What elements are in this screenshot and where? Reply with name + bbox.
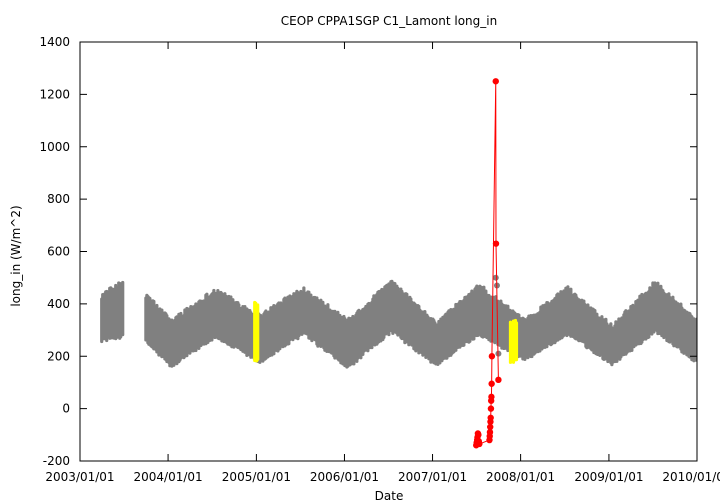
y-tick-label: 0 [62, 402, 70, 416]
series-2-point [492, 240, 500, 247]
x-tick-label: 2005/01/01 [222, 470, 291, 484]
y-axis-label: long_in (W/m^2) [9, 205, 23, 306]
x-tick-label: 2003/01/01 [45, 470, 114, 484]
series-2-point [487, 405, 495, 412]
y-tick-label: 600 [47, 245, 70, 259]
series-2-point [487, 423, 494, 431]
x-tick-label: 2006/01/01 [310, 470, 379, 484]
x-tick-label: 2009/01/01 [574, 470, 643, 484]
x-axis-label: Date [375, 489, 404, 503]
series-0-point [469, 327, 476, 334]
y-tick-label: 800 [47, 192, 70, 206]
y-tick-label: 1200 [39, 87, 70, 101]
plot-frame [79, 41, 698, 462]
series-2-point [488, 353, 496, 360]
x-tick-label: 2004/01/01 [133, 470, 202, 484]
x-tick-label: 2007/01/01 [398, 470, 467, 484]
series-2-point [488, 380, 495, 387]
series-0-point [492, 274, 499, 281]
y-tick-label: -200 [43, 454, 70, 468]
series-2-point [486, 428, 494, 436]
series-2-point [495, 376, 502, 384]
series-2-point [475, 431, 482, 439]
series-2-line [475, 81, 499, 446]
axis-ticks: 2003/01/01 2004/01/01 2005/01/01 2006/01/01… [39, 35, 720, 484]
x-tick-label: 2008/01/01 [486, 470, 555, 484]
y-tick-label: 1400 [39, 35, 70, 49]
series-2-point [488, 393, 495, 401]
series-2-point [492, 78, 499, 85]
y-tick-label: 200 [47, 349, 70, 363]
plot-area [100, 78, 697, 449]
chart-title: CEOP CPPA1SGP C1_Lamont long_in [281, 14, 497, 28]
y-tick-label: 1000 [39, 140, 70, 154]
series-2-point [476, 440, 483, 448]
y-tick-label: 400 [47, 297, 70, 311]
x-tick-label: 2010/01/01 [662, 470, 720, 484]
series-2-point [487, 414, 494, 421]
